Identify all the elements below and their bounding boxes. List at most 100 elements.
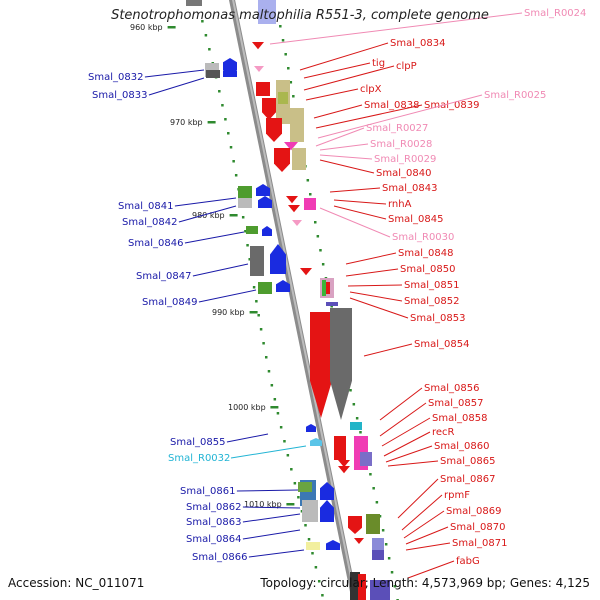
gene-label-left: Smal_R0032: [168, 453, 230, 464]
gene-arrow: [270, 244, 286, 274]
ring-tick: [317, 580, 321, 583]
gene-label-right: Smal_R0028: [370, 139, 432, 150]
gene-arrow: [326, 540, 340, 550]
ring-tick: [290, 468, 293, 471]
gene-arrow: [320, 500, 334, 522]
leader-line: [299, 42, 389, 71]
gene-label-right: Smal_0839: [424, 100, 479, 111]
leader-line: [405, 526, 449, 545]
gene-block: [278, 92, 288, 104]
leader-line: [345, 268, 399, 277]
ring-tick: [257, 314, 260, 317]
gene-label-left: Smal_0849: [142, 297, 197, 308]
gene-label-right: Smal_0840: [376, 168, 431, 179]
gene-block: [350, 422, 362, 430]
gene-arrow: [348, 516, 362, 534]
gene-arrow: [258, 196, 272, 208]
ring-tick: [204, 34, 208, 37]
ring-tick: [355, 417, 359, 420]
gene-block: [358, 574, 366, 600]
gene-arrow: [252, 42, 264, 50]
ring-tick: [300, 510, 304, 513]
ring-tick: [232, 160, 235, 163]
leader-line: [303, 62, 371, 79]
gene-label-right: recR: [432, 427, 455, 438]
leader-line: [405, 542, 451, 551]
ring-tick: [311, 552, 314, 555]
genome-backbone-highlight: [232, 0, 357, 600]
leader-line: [381, 417, 431, 447]
gene-label-right: Smal_0858: [432, 413, 487, 424]
leader-line: [305, 88, 359, 101]
gene-label-left: Smal_0833: [92, 90, 147, 101]
leader-line: [333, 205, 387, 220]
gene-label-left: Smal_0832: [88, 72, 143, 83]
gene-label-left: Smal_0866: [192, 552, 247, 563]
gene-block: [292, 148, 306, 170]
gene-label-right: Smal_0843: [382, 183, 437, 194]
leader-line: [248, 549, 305, 558]
gene-arrow: [300, 268, 312, 276]
ring-tick: [369, 473, 372, 476]
leader-line: [319, 143, 369, 151]
ring-tick: [244, 230, 247, 233]
topology-text: Topology: circular; Length: 4,573,969 bp…: [260, 576, 590, 590]
ring-tick: [378, 515, 382, 518]
gene-block: [256, 82, 270, 96]
scale-tick: [167, 26, 176, 29]
gene-arrow: [223, 58, 237, 70]
leader-line: [349, 297, 409, 319]
ring-tick: [270, 384, 274, 387]
gene-label-left: Smal_0842: [122, 217, 177, 228]
gene-block: [250, 246, 264, 276]
ring-tick: [349, 389, 352, 392]
leader-line: [148, 77, 205, 96]
gene-arrow: [262, 98, 276, 120]
ring-tick: [287, 67, 290, 70]
gene-label-right: Smal_R0030: [392, 232, 454, 243]
ring-tick: [314, 566, 318, 569]
gene-label-left: Smal_0841: [118, 201, 173, 212]
gene-arrow: [254, 66, 264, 72]
ring-tick: [306, 179, 310, 182]
gene-arrow: [286, 196, 298, 204]
gene-label-right: Smal_0860: [434, 441, 489, 452]
leader-line: [313, 104, 363, 119]
gene-label-right: Smal_R0029: [374, 154, 436, 165]
gene-label-right: tig: [372, 58, 385, 69]
leader-line: [242, 529, 301, 540]
gene-arrow: [288, 205, 300, 213]
ring-tick: [221, 104, 224, 107]
leader-line: [333, 199, 387, 205]
gene-label-right: Smal_0852: [404, 296, 459, 307]
gene-block: [258, 282, 272, 294]
leader-line: [198, 289, 257, 303]
ring-tick: [390, 571, 394, 574]
gene-label-right: Smal_0838: [364, 100, 419, 111]
leader-line: [236, 489, 299, 492]
gene-arrow: [306, 424, 316, 432]
gene-block: [238, 186, 252, 200]
scale-label: 970 kbp: [170, 118, 203, 127]
ring-tick: [330, 305, 333, 308]
scale-label: 990 kbp: [212, 308, 245, 317]
ring-tick: [279, 426, 283, 429]
gene-label-right: Smal_0854: [414, 339, 469, 350]
gene-label-left: Smal_0861: [180, 486, 235, 497]
gene-block: [360, 452, 372, 466]
gene-label-left: Smal_0855: [170, 437, 225, 448]
ring-tick: [304, 524, 307, 527]
ring-tick: [359, 431, 362, 434]
gene-label-left: Smal_0863: [186, 517, 241, 528]
gene-label-right: Smal_0845: [388, 214, 443, 225]
gene-block: [258, 0, 276, 24]
scale-tick: [270, 406, 279, 409]
ring-tick: [381, 529, 385, 532]
gene-arrow: [266, 118, 282, 142]
gene-label-right: rnhA: [388, 199, 412, 210]
ring-tick: [279, 25, 282, 28]
gene-arrow: [338, 460, 350, 468]
scale-tick: [229, 214, 238, 217]
leader-line: [192, 263, 249, 277]
leader-line: [319, 159, 375, 174]
